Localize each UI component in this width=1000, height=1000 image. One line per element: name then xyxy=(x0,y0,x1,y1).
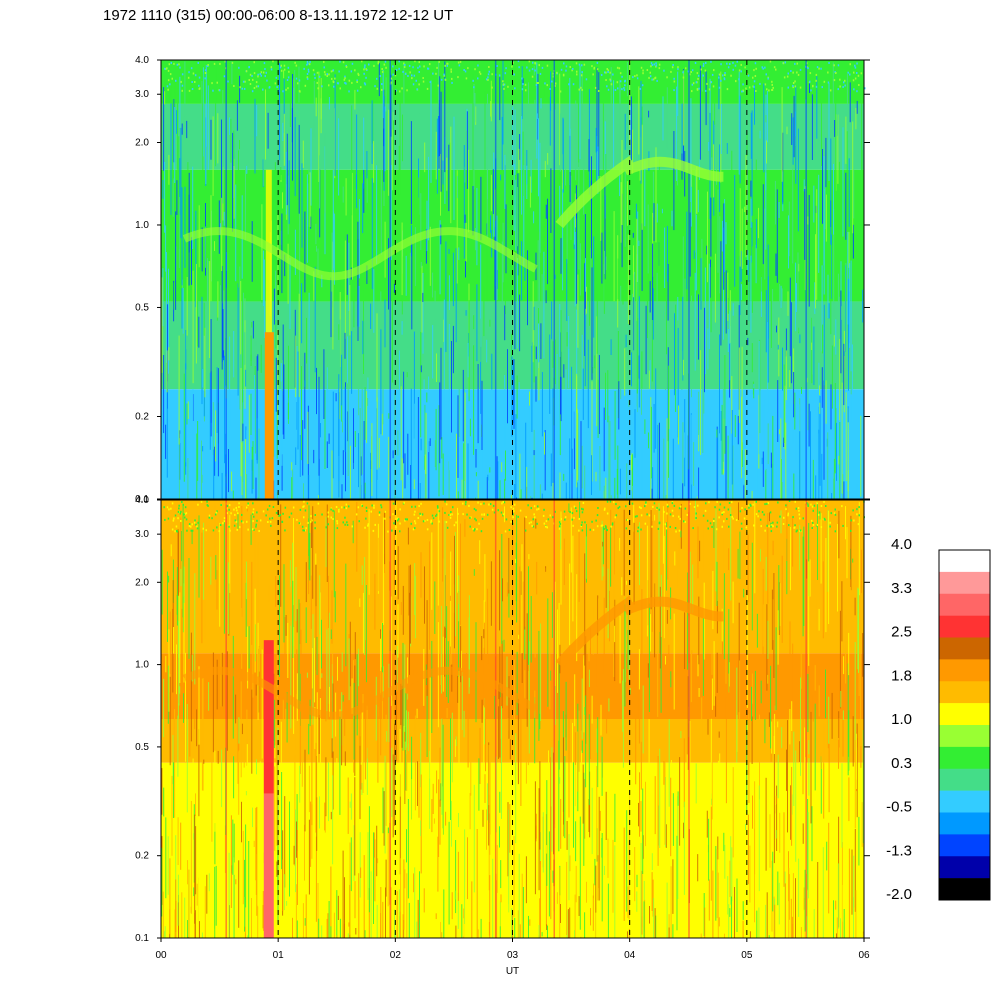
colorbar-swatch xyxy=(939,725,990,748)
y-tick-label: 0.2 xyxy=(135,851,149,862)
y-tick-label: 2.0 xyxy=(135,577,149,588)
colorbar-swatch xyxy=(939,878,990,901)
x-tick-label: 00 xyxy=(155,950,167,961)
axes: 0.10.20.51.02.03.04.00.10.20.51.02.03.04… xyxy=(135,55,870,977)
colorbar-label: 3.3 xyxy=(891,580,912,597)
y-tick-label: 0.2 xyxy=(135,412,149,423)
y-tick-label: 2.0 xyxy=(135,138,149,149)
colorbar-label: -2.0 xyxy=(886,886,912,903)
colorbar-label: 0.3 xyxy=(891,755,912,772)
x-axis-label: UT xyxy=(506,966,519,977)
y-tick-label: 0.1 xyxy=(135,933,149,944)
colorbar-swatch xyxy=(939,615,990,638)
colorbar-swatch xyxy=(939,659,990,682)
y-tick-label: 4.0 xyxy=(135,495,149,506)
colorbar-swatch xyxy=(939,637,990,660)
x-tick-label: 01 xyxy=(273,950,285,961)
colorbar-swatch xyxy=(939,768,990,791)
colorbar-label: 1.8 xyxy=(891,667,912,684)
colorbar-swatch xyxy=(939,703,990,726)
colorbar-label: 4.0 xyxy=(891,536,912,553)
y-tick-label: 1.0 xyxy=(135,220,149,231)
colorbar-label: 1.0 xyxy=(891,711,912,728)
chart-title: 1972 1110 (315) 00:00-06:00 8-13.11.1972… xyxy=(103,7,453,24)
x-tick-label: 04 xyxy=(624,950,636,961)
x-tick-label: 05 xyxy=(741,950,753,961)
y-tick-label: 1.0 xyxy=(135,660,149,671)
colorbar-swatch xyxy=(939,856,990,879)
colorbar-label: -1.3 xyxy=(886,842,912,859)
x-tick-label: 03 xyxy=(507,950,519,961)
x-tick-label: 02 xyxy=(390,950,402,961)
colorbar-swatch xyxy=(939,550,990,573)
y-tick-label: 3.0 xyxy=(135,529,149,540)
colorbar-swatch xyxy=(939,681,990,704)
y-tick-label: 0.5 xyxy=(135,303,149,314)
y-tick-label: 0.1 xyxy=(135,494,149,505)
y-tick-label: 0.5 xyxy=(135,742,149,753)
colorbar-label: -0.5 xyxy=(886,799,912,816)
y-tick-label: 4.0 xyxy=(135,55,149,66)
colorbar-swatch xyxy=(939,593,990,616)
colorbar: 4.0 3.3 2.5 1.8 1.0 0.3 -0.5 -1.3 -2.0 xyxy=(886,536,991,903)
colorbar-swatch xyxy=(939,746,990,770)
colorbar-swatch xyxy=(939,812,990,835)
panel-upper xyxy=(161,60,866,499)
colorbar-swatch xyxy=(939,790,990,813)
colorbar-swatch xyxy=(939,571,990,595)
colorbar-label: 2.5 xyxy=(891,624,912,641)
colorbar-swatch xyxy=(939,834,990,857)
y-tick-label: 3.0 xyxy=(135,89,149,100)
x-tick-label: 06 xyxy=(858,950,870,961)
